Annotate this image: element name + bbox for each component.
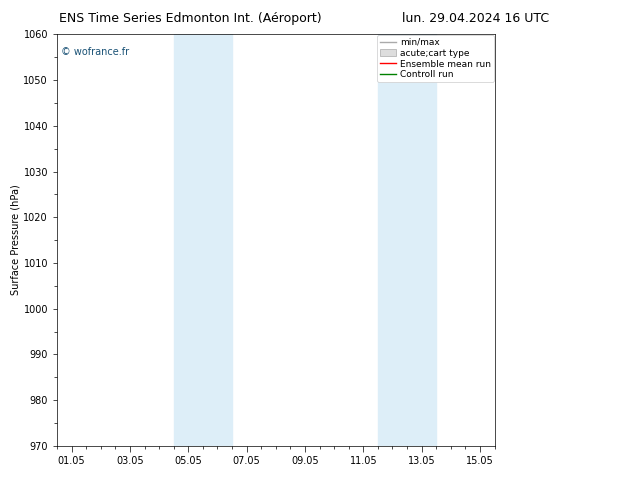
Y-axis label: Surface Pressure (hPa): Surface Pressure (hPa) xyxy=(11,185,21,295)
Legend: min/max, acute;cart type, Ensemble mean run, Controll run: min/max, acute;cart type, Ensemble mean … xyxy=(377,35,494,82)
Bar xyxy=(203,34,232,446)
Text: © wofrance.fr: © wofrance.fr xyxy=(61,47,129,57)
Bar xyxy=(378,34,407,446)
Bar xyxy=(174,34,203,446)
Bar xyxy=(407,34,436,446)
Text: lun. 29.04.2024 16 UTC: lun. 29.04.2024 16 UTC xyxy=(402,12,549,25)
Text: ENS Time Series Edmonton Int. (Aéroport): ENS Time Series Edmonton Int. (Aéroport) xyxy=(59,12,321,25)
